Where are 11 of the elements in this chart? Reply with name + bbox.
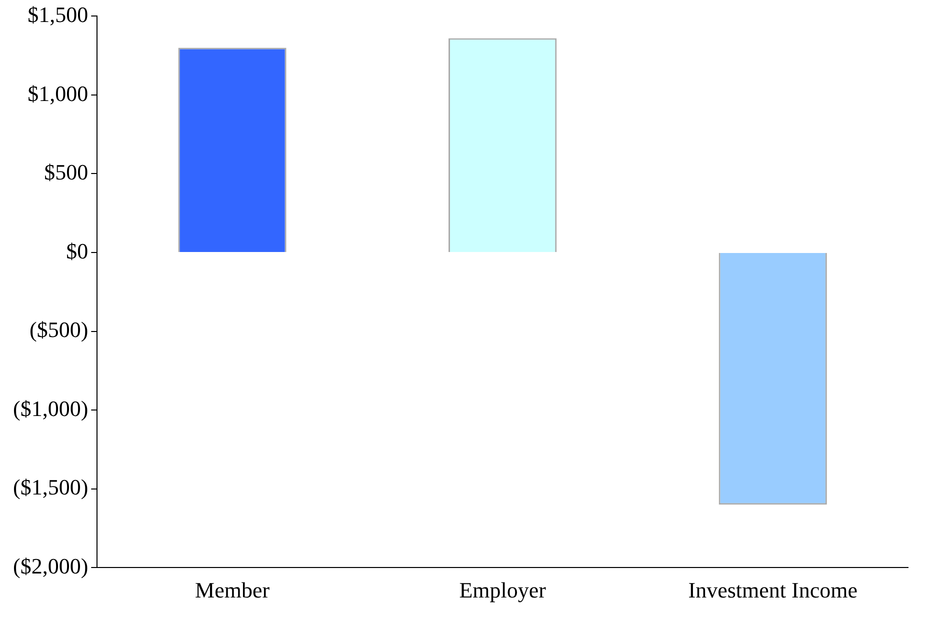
x-tick-label: Employer [459,578,547,603]
y-tick-label: $1,500 [28,2,88,27]
y-tick-label: ($2,000) [12,553,88,578]
y-tick-label: ($1,000) [12,396,88,421]
y-tick-label: $500 [44,160,88,185]
y-tick-label: ($1,500) [12,474,88,500]
y-tick-label: $1,000 [28,80,88,106]
y-tick-label: $0 [66,238,88,264]
x-tick-label: Member [195,578,270,603]
x-tick-label: Investment Income [688,578,858,603]
y-tick-label: ($500) [29,317,88,342]
